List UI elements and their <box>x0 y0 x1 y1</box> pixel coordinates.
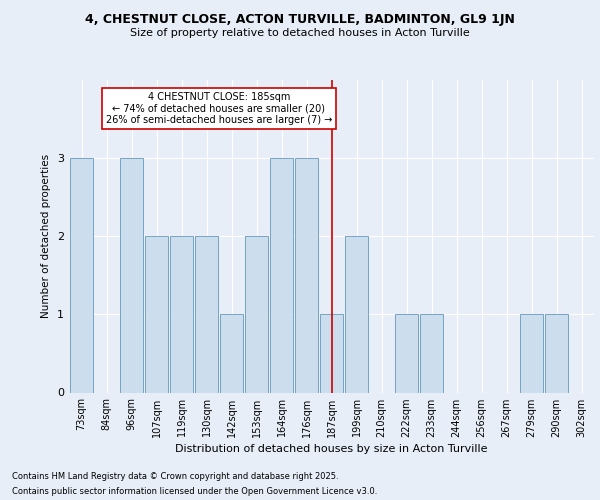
Bar <box>145 236 169 392</box>
Text: Contains public sector information licensed under the Open Government Licence v3: Contains public sector information licen… <box>12 487 377 496</box>
Text: 4 CHESTNUT CLOSE: 185sqm
← 74% of detached houses are smaller (20)
26% of semi-d: 4 CHESTNUT CLOSE: 185sqm ← 74% of detach… <box>106 92 332 125</box>
Bar <box>545 314 568 392</box>
Bar <box>269 158 293 392</box>
X-axis label: Distribution of detached houses by size in Acton Turville: Distribution of detached houses by size … <box>175 444 488 454</box>
Bar <box>194 236 218 392</box>
Bar <box>295 158 319 392</box>
Bar <box>220 314 244 392</box>
Y-axis label: Number of detached properties: Number of detached properties <box>41 154 52 318</box>
Bar <box>119 158 143 392</box>
Bar <box>344 236 368 392</box>
Bar <box>245 236 268 392</box>
Bar <box>320 314 343 392</box>
Bar <box>395 314 418 392</box>
Bar <box>520 314 544 392</box>
Bar <box>419 314 443 392</box>
Text: Contains HM Land Registry data © Crown copyright and database right 2025.: Contains HM Land Registry data © Crown c… <box>12 472 338 481</box>
Text: 4, CHESTNUT CLOSE, ACTON TURVILLE, BADMINTON, GL9 1JN: 4, CHESTNUT CLOSE, ACTON TURVILLE, BADMI… <box>85 12 515 26</box>
Text: Size of property relative to detached houses in Acton Turville: Size of property relative to detached ho… <box>130 28 470 38</box>
Bar <box>170 236 193 392</box>
Bar <box>70 158 94 392</box>
